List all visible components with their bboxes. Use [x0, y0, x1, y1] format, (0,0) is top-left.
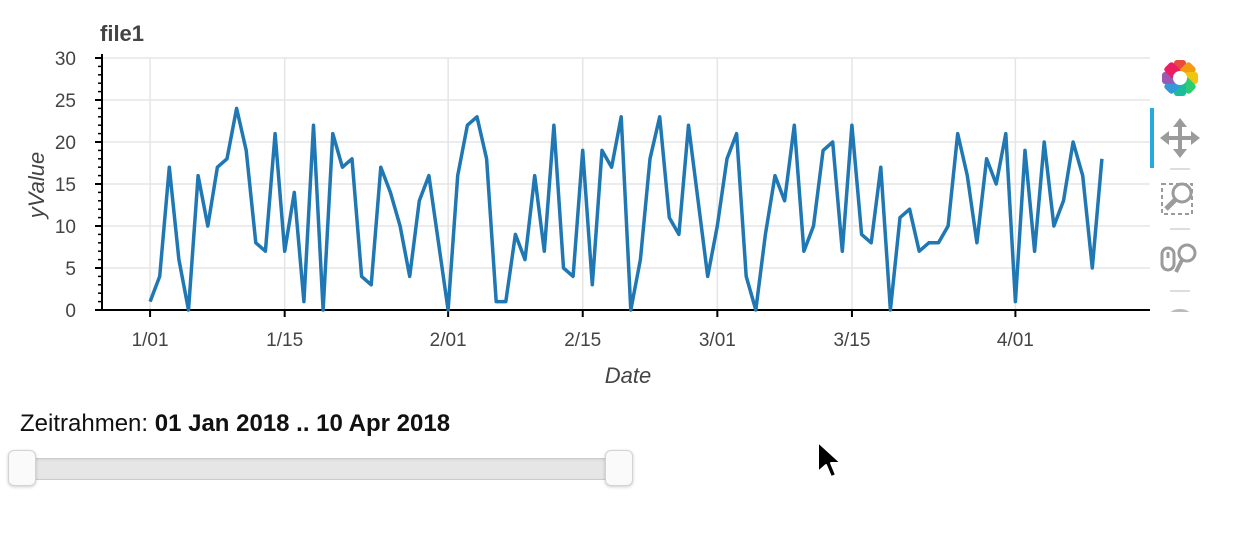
series-line: [148, 106, 1104, 312]
toolbar-separator: [1170, 228, 1190, 230]
slider-handle-end[interactable]: [605, 450, 633, 486]
toolbar-separator: [1170, 168, 1190, 170]
chart-toolbar: [1150, 52, 1210, 312]
y-tick-label: 5: [65, 259, 76, 280]
x-axis-title: Date: [605, 363, 651, 388]
x-tick-label: 2/15: [564, 330, 601, 351]
save-icon[interactable]: [1158, 300, 1202, 312]
y-tick-label: 25: [55, 91, 76, 112]
line-chart: file1 0 5 10 15 20 25 30 1/01 1/15 2/01 2/15 3/01 3…: [24, 21, 1150, 388]
x-tick-label: 2/01: [430, 330, 467, 351]
y-tick-label: 0: [65, 301, 76, 322]
x-tick-label: 4/01: [997, 330, 1034, 351]
series-layer: [148, 106, 1104, 312]
toolbar-separator: [1170, 290, 1190, 292]
slider-label: Zeitrahmen: 01 Jan 2018 .. 10 Apr 2018: [20, 410, 450, 438]
slider-value: 01 Jan 2018 .. 10 Apr 2018: [154, 410, 451, 437]
x-axis-ticks: 1/01 1/15 2/01 2/15 3/01 3/15 4/01: [132, 310, 1034, 351]
active-tool-indicator: [1150, 108, 1154, 168]
bokeh-logo-icon[interactable]: [1158, 56, 1202, 100]
y-axis-title: yValue: [24, 152, 49, 220]
chart-title: file1: [100, 21, 144, 46]
x-tick-label: 1/01: [132, 330, 169, 351]
x-tick-label: 3/01: [699, 330, 736, 351]
slider-title: Zeitrahmen:: [20, 410, 149, 437]
y-tick-label: 20: [55, 133, 76, 154]
pan-icon[interactable]: [1158, 116, 1202, 160]
x-tick-label: 1/15: [266, 330, 303, 351]
x-tick-label: 3/15: [833, 330, 870, 351]
y-axis-ticks: 0 5 10 15 20 25 30: [55, 49, 102, 322]
chart-grid: [102, 57, 1150, 311]
slider-handle-start[interactable]: [8, 450, 36, 486]
date-range-slider-track[interactable]: [20, 458, 622, 480]
box-zoom-icon[interactable]: [1158, 176, 1202, 220]
y-tick-label: 15: [55, 175, 76, 196]
mouse-cursor-icon: [817, 441, 842, 478]
y-tick-label: 10: [55, 217, 76, 238]
wheel-zoom-icon[interactable]: [1158, 238, 1202, 282]
y-tick-label: 30: [55, 49, 76, 70]
